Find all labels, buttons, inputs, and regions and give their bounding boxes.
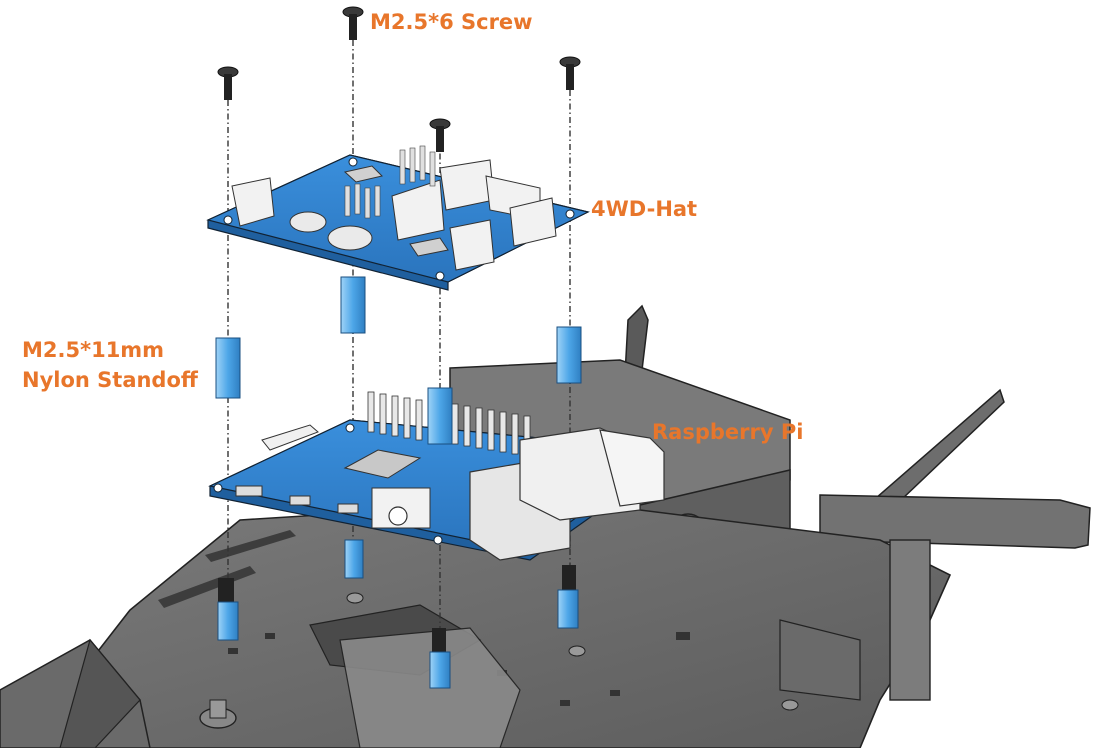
standoff-upper-4 <box>556 326 582 384</box>
chassis-hole <box>265 633 275 639</box>
gpio-header <box>367 391 531 457</box>
chassis-slot <box>205 530 296 562</box>
chassis-hole <box>228 648 238 654</box>
hat-connector <box>231 177 275 227</box>
chassis-boss <box>346 592 364 604</box>
display-connector <box>261 424 319 451</box>
capacitor <box>289 211 327 233</box>
screw-label: M2.5*6 Screw <box>370 10 533 34</box>
hat-header-pins <box>344 145 436 219</box>
servo-post <box>209 699 227 719</box>
chassis-hole <box>560 700 570 706</box>
screw-1 <box>217 66 239 100</box>
standoff-lower-1 <box>217 578 239 641</box>
hat-connector <box>449 219 495 271</box>
chassis-hole <box>610 690 620 696</box>
capacitor <box>327 225 373 251</box>
hat-chip <box>343 165 383 183</box>
hat-connector <box>391 179 445 241</box>
side-bracket <box>779 619 861 701</box>
standoff-label-line1: M2.5*11mm <box>22 338 165 362</box>
side-mount <box>889 539 931 701</box>
hdmi-port <box>337 503 359 514</box>
screw-4 <box>559 56 581 90</box>
standoff-lower-3 <box>429 628 451 689</box>
pi-mount-hole <box>213 483 223 493</box>
standoff-lower-2 <box>344 539 364 579</box>
pi-mount-hole <box>433 535 443 545</box>
hat-mount-hole <box>565 209 575 219</box>
robot-chassis <box>0 304 1091 749</box>
raspberry-pi-board <box>208 391 665 561</box>
standoff-upper-2 <box>340 276 366 334</box>
standoff-upper-3 <box>427 387 453 445</box>
ethernet-port <box>599 429 665 507</box>
hdmi-port <box>289 495 311 506</box>
hat-mount-hole <box>435 271 445 281</box>
chassis-boss <box>568 645 586 657</box>
chassis-boss <box>781 699 799 711</box>
pi-mount-hole <box>345 423 355 433</box>
hat-mount-hole <box>223 215 233 225</box>
standoff-label-line2: Nylon Standoff <box>22 368 198 392</box>
lower-standoffs <box>217 539 579 689</box>
hat-label: 4WD-Hat <box>591 197 698 221</box>
screw-2 <box>342 6 364 40</box>
hat-board <box>206 145 590 291</box>
hat-chip <box>409 237 449 257</box>
standoff-label: M2.5*11mm Nylon Standoff <box>22 335 198 395</box>
standoff-upper-1 <box>215 337 241 399</box>
chassis-slot <box>158 566 256 608</box>
usb-c-port <box>235 485 263 497</box>
standoff-lower-4 <box>557 565 579 629</box>
raspberry-pi-label: Raspberry Pi <box>652 420 804 444</box>
hat-mount-hole <box>348 157 358 167</box>
screw-3 <box>429 118 451 152</box>
hat-connector <box>509 197 557 247</box>
soc-chip <box>343 449 422 479</box>
upper-standoffs <box>215 276 582 445</box>
chassis-hole <box>676 632 690 640</box>
audio-jack-hole <box>388 506 408 526</box>
screws <box>217 6 581 152</box>
